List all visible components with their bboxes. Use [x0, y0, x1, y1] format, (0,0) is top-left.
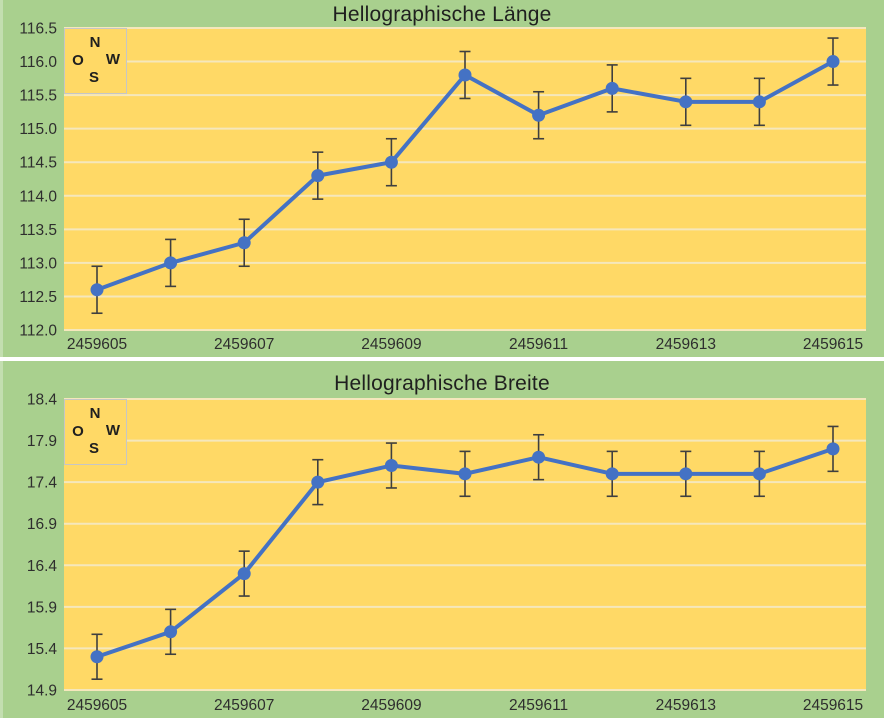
x-tick-label: 2459615	[803, 336, 863, 353]
data-point	[532, 108, 546, 122]
y-tick-label: 16.9	[27, 516, 57, 533]
compass-south-label: S	[89, 440, 99, 457]
x-tick-label: 2459611	[509, 336, 568, 353]
data-point	[164, 256, 178, 270]
data-point	[90, 650, 104, 664]
x-tick-label: 2459607	[214, 336, 274, 353]
data-point	[311, 475, 325, 489]
y-tick-label: 116.0	[19, 54, 57, 71]
panel-heliographic-longitude: Hellographische Länge 116.5 116.0 115.5 115…	[0, 0, 884, 357]
compass-east-label: O	[72, 423, 84, 440]
compass-west-label: W	[106, 51, 121, 68]
y-tick-label: 15.4	[27, 641, 58, 658]
data-point	[679, 95, 693, 109]
data-point	[311, 169, 325, 183]
x-tick-label: 2459613	[656, 697, 716, 714]
compass-legend-box	[64, 28, 127, 94]
panel-heliographic-latitude: Hellographische Breite 18.4 17.9 17.4 16.9 1…	[0, 361, 884, 718]
data-point	[237, 567, 251, 581]
data-point	[532, 450, 546, 464]
data-point	[605, 467, 619, 481]
data-point	[752, 467, 766, 481]
plot-area	[64, 399, 866, 690]
y-tick-label: 113.5	[19, 222, 57, 239]
data-point	[679, 467, 693, 481]
data-point	[458, 68, 472, 82]
data-point	[164, 625, 178, 639]
data-point	[384, 155, 398, 169]
data-point	[826, 55, 840, 69]
x-tick-label: 2459613	[656, 336, 716, 353]
data-point	[237, 236, 251, 250]
y-tick-label: 15.9	[27, 599, 57, 616]
compass-north-label: N	[90, 405, 101, 422]
compass-west-label: W	[106, 422, 121, 439]
y-tick-label: 115.5	[19, 88, 57, 105]
data-point	[605, 81, 619, 95]
data-point	[826, 442, 840, 456]
x-tick-label: 2459609	[361, 336, 421, 353]
x-tick-label: 2459615	[803, 697, 863, 714]
data-point	[384, 459, 398, 473]
y-tick-label: 115.0	[19, 121, 57, 138]
compass-east-label: O	[72, 52, 84, 69]
y-tick-label: 18.4	[27, 392, 58, 409]
y-tick-label: 16.4	[27, 558, 58, 575]
x-tick-label: 2459609	[361, 697, 421, 714]
y-tick-label: 113.0	[19, 255, 57, 272]
compass-south-label: S	[89, 69, 99, 86]
data-point	[752, 95, 766, 109]
y-tick-label: 116.5	[19, 21, 57, 38]
y-tick-label: 17.9	[27, 433, 57, 450]
x-tick-label: 2459605	[67, 336, 127, 353]
x-tick-label: 2459611	[509, 697, 568, 714]
x-tick-label: 2459607	[214, 697, 274, 714]
y-tick-label: 114.5	[19, 155, 57, 172]
line-chart-longitude: 116.5 116.0 115.5 115.0 114.5 114.0 113.5 113.0…	[19, 21, 866, 353]
line-chart-latitude: 18.4 17.9 17.4 16.9 16.4 15.9 15.4 14.9 2459605 2…	[27, 392, 866, 714]
chart-title-latitude: Hellographische Breite	[334, 372, 550, 395]
data-point	[458, 467, 472, 481]
y-tick-label: 14.9	[27, 683, 57, 700]
y-tick-label: 114.0	[19, 188, 57, 205]
compass-north-label: N	[90, 34, 101, 51]
y-tick-label: 112.5	[19, 289, 57, 306]
y-tick-label: 112.0	[19, 323, 57, 340]
x-tick-label: 2459605	[67, 697, 127, 714]
data-point	[90, 283, 104, 297]
y-tick-label: 17.4	[27, 475, 58, 492]
chart-title-longitude: Hellographische Länge	[332, 3, 552, 26]
compass-legend-box	[64, 399, 127, 465]
